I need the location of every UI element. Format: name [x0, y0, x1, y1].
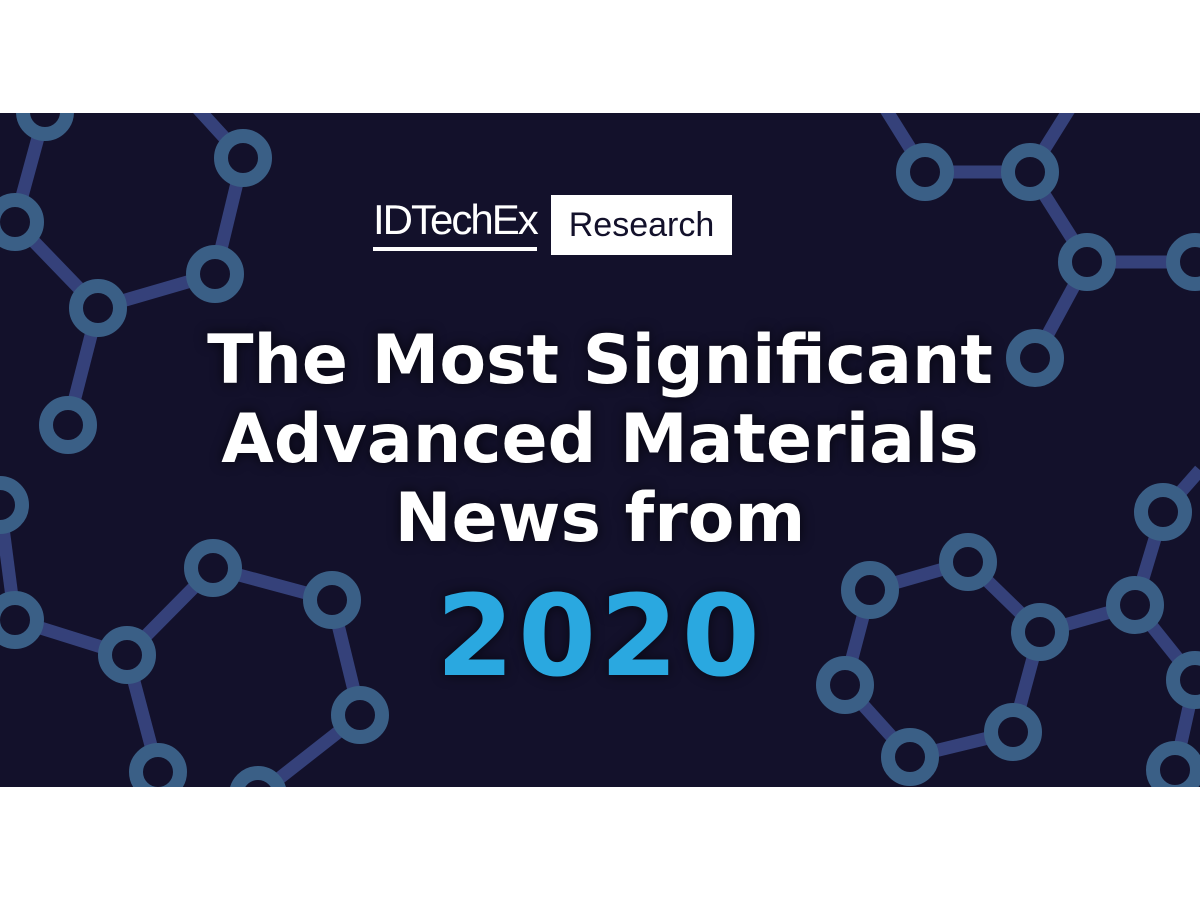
atom-node — [39, 396, 97, 454]
atom-node — [939, 533, 997, 591]
atom-node — [331, 686, 389, 744]
atom-node — [1011, 603, 1069, 661]
atom-node — [984, 703, 1042, 761]
atom-node — [184, 539, 242, 597]
logo-badge: Research — [550, 195, 733, 255]
atom-node — [98, 626, 156, 684]
atom-node — [0, 193, 44, 251]
atom-node — [841, 561, 899, 619]
atom-node — [816, 656, 874, 714]
atom-node — [186, 245, 244, 303]
atom-node — [0, 476, 29, 534]
atom-node — [881, 728, 939, 786]
atom-node — [1146, 741, 1200, 787]
headline-line-3: News from — [394, 479, 806, 558]
idtechex-logo: IDTechEx Research — [373, 195, 733, 255]
atom-node — [1006, 329, 1064, 387]
atom-node — [1001, 143, 1059, 201]
headline-year: 2020 — [436, 572, 764, 702]
atom-node — [896, 143, 954, 201]
logo-brand: IDTechEx — [373, 195, 539, 251]
atom-node — [303, 571, 361, 629]
headline-line-1: The Most Significant — [207, 321, 993, 400]
atom-node — [69, 279, 127, 337]
atom-node — [214, 129, 272, 187]
atom-node — [129, 743, 187, 787]
atom-node — [1058, 233, 1116, 291]
atom-node — [0, 591, 44, 649]
atom-node — [1106, 576, 1164, 634]
atom-node — [1166, 651, 1200, 709]
atom-node — [1166, 233, 1200, 291]
atom-node — [1134, 483, 1192, 541]
banner: IDTechEx Research The Most Significant A… — [0, 113, 1200, 787]
headline: The Most Significant Advanced Materials … — [0, 321, 1200, 558]
headline-line-2: Advanced Materials — [221, 400, 979, 479]
atom-node — [230, 766, 286, 787]
atom-node — [16, 113, 74, 141]
molecule-network-icon — [0, 113, 1200, 787]
